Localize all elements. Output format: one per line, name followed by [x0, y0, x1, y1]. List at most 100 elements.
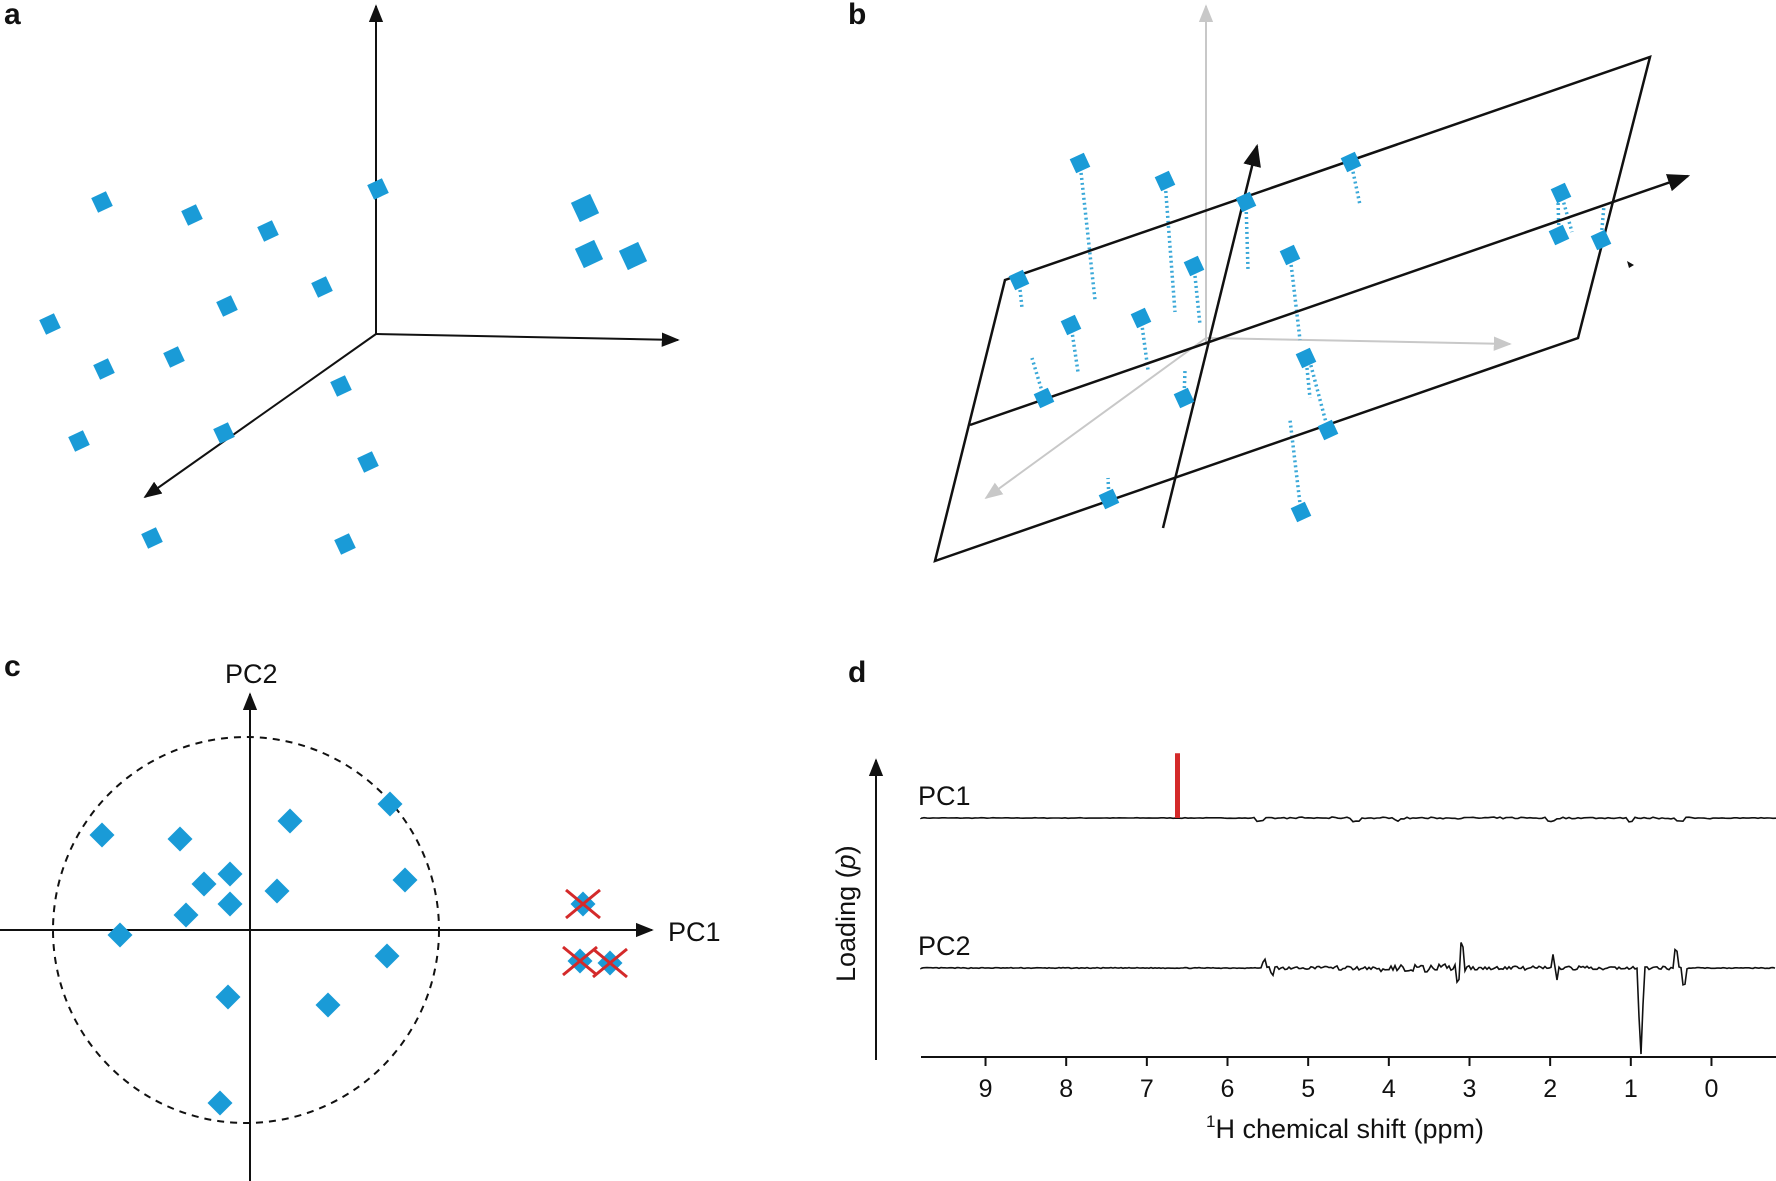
- a-horizontal-axis: [375, 332, 680, 347]
- b-point: [1295, 347, 1317, 369]
- b-point: [1183, 255, 1205, 277]
- c-score-point: [217, 861, 243, 887]
- panel-b-letter: b: [848, 0, 866, 31]
- d-tick-label: 4: [1382, 1075, 1396, 1103]
- b-projection-line: [1244, 201, 1250, 271]
- c-score-point: [207, 1090, 233, 1116]
- b-point: [1008, 269, 1030, 291]
- panel-b-faded-axes: [984, 4, 1512, 500]
- a-depth-axis: [143, 333, 377, 499]
- d-tick-label: 2: [1543, 1075, 1557, 1103]
- b-point: [1340, 151, 1362, 173]
- a-point: [91, 191, 113, 213]
- d-pc1-label: PC1: [918, 781, 971, 811]
- d-tick-label: 5: [1301, 1075, 1315, 1103]
- a-point: [334, 533, 356, 555]
- a-point: [367, 178, 389, 200]
- panel-c-scores: [89, 791, 628, 1116]
- panel-a: a: [4, 0, 680, 555]
- c-score-point: [217, 891, 243, 917]
- b-projection-line: [1288, 254, 1302, 341]
- a-point: [68, 430, 90, 452]
- b-point: [1548, 224, 1570, 246]
- b-point: [1590, 229, 1612, 251]
- d-tick-label: 1: [1624, 1075, 1638, 1103]
- a-point: [330, 375, 352, 397]
- d-pc1-loading-trace: [920, 816, 1776, 823]
- b-point: [1130, 307, 1152, 329]
- a-point: [311, 276, 333, 298]
- c-score-point: [277, 808, 303, 834]
- b-projection-line: [1308, 361, 1330, 431]
- b-point: [1154, 170, 1176, 192]
- c-score-point: [315, 992, 341, 1018]
- c-outlier-cross: [562, 945, 598, 977]
- panel-a-points: [39, 178, 648, 555]
- a-point: [570, 193, 600, 223]
- a-point: [163, 346, 185, 368]
- a-point: [216, 295, 238, 317]
- b-point: [1550, 182, 1572, 204]
- a-point: [93, 358, 115, 380]
- a-point: [574, 239, 604, 269]
- d-tick-label: 8: [1059, 1075, 1073, 1103]
- d-pc2-loading-trace: [920, 942, 1776, 1055]
- d-x-axis-label: 1H chemical shift (ppm): [1206, 1112, 1484, 1144]
- b-pc1-axis: [969, 174, 1691, 427]
- d-tick-label: 9: [979, 1075, 993, 1103]
- a-point: [181, 204, 203, 226]
- b-small-arrowhead-icon: [1627, 261, 1634, 268]
- c-outlier-cross: [565, 888, 601, 920]
- c-score-point: [173, 902, 199, 928]
- c-score-point: [215, 984, 241, 1010]
- d-tick-label: 7: [1140, 1075, 1154, 1103]
- c-score-point: [167, 826, 193, 852]
- panel-a-letter: a: [4, 0, 21, 31]
- b-point: [1098, 488, 1120, 510]
- c-pc2-label: PC2: [225, 659, 278, 689]
- b-faded-horizontal-axis: [1205, 336, 1512, 351]
- b-projection-line: [1106, 477, 1111, 500]
- panel-b-points: [1008, 151, 1612, 523]
- b-point: [1235, 191, 1257, 213]
- b-point: [1290, 501, 1312, 523]
- b-projection-plane: [933, 55, 1652, 563]
- a-point: [257, 220, 279, 242]
- b-faded-depth-axis: [984, 337, 1207, 500]
- b-projection-line: [1192, 265, 1202, 326]
- panel-d: d Loading (p) 9 8 7 6 5 4 3 2 1 0 1H chemical shi…: [831, 656, 1776, 1144]
- c-score-point: [392, 867, 418, 893]
- b-point: [1033, 387, 1055, 409]
- d-tick-label: 3: [1463, 1075, 1477, 1103]
- b-point: [1173, 387, 1195, 409]
- b-projection-line: [1349, 161, 1362, 206]
- d-tick-label: 6: [1221, 1075, 1235, 1103]
- b-point: [1060, 314, 1082, 336]
- b-point: [1279, 244, 1301, 266]
- d-ppm-ticks: 9 8 7 6 5 4 3 2 1 0: [979, 1057, 1718, 1103]
- c-pc1-label: PC1: [668, 917, 721, 947]
- panel-a-axes: [143, 4, 680, 499]
- a-point: [39, 313, 61, 335]
- c-score-point: [89, 822, 115, 848]
- b-projection-line: [1163, 180, 1177, 313]
- c-score-point: [374, 943, 400, 969]
- a-point: [618, 241, 648, 271]
- a-point: [213, 422, 235, 444]
- b-point: [1069, 152, 1091, 174]
- c-outlier-cross: [592, 947, 628, 979]
- c-score-point: [264, 878, 290, 904]
- panel-b: b: [848, 0, 1691, 563]
- d-y-axis-label: Loading (p): [831, 845, 861, 982]
- b-projection-line: [1288, 419, 1303, 513]
- c-score-point: [107, 922, 133, 948]
- a-point: [141, 527, 163, 549]
- panel-c-letter: c: [4, 650, 21, 683]
- panel-d-letter: d: [848, 656, 866, 689]
- d-pc2-label: PC2: [918, 931, 971, 961]
- panel-b-projection-lines: [1017, 161, 1606, 513]
- panel-c: c PC2 PC1: [0, 650, 721, 1181]
- c-score-point: [377, 791, 403, 817]
- b-point: [1317, 419, 1339, 441]
